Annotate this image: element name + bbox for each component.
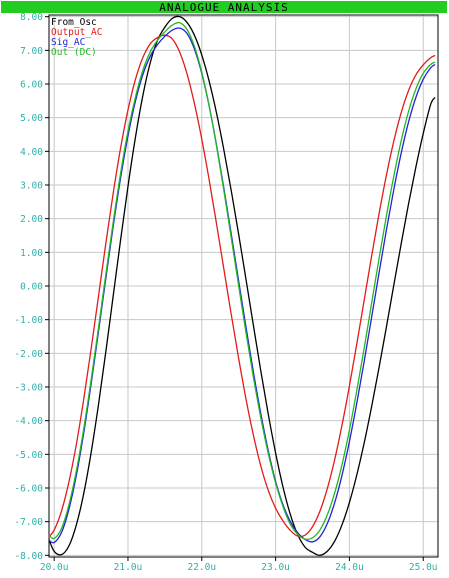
x-tick-label: 21.0u <box>114 562 143 573</box>
series-line-from-osc <box>48 15 436 556</box>
title-bar <box>1 1 447 13</box>
series-line-output-ac <box>48 34 436 538</box>
y-axis-ticks: 8.00 7.00 6.00 5.00 4.00 3.00 2.00 1.00 0.00 -1.0… <box>14 12 49 562</box>
x-tick-label: 24.0u <box>335 562 364 573</box>
y-tick-label: 5.00 <box>20 113 43 124</box>
y-tick-label: -6.00 <box>14 483 43 494</box>
grid <box>49 15 438 557</box>
y-tick-label: 0.00 <box>20 282 43 293</box>
chart-title: ANALOGUE ANALYSIS <box>159 1 289 14</box>
y-tick-label: 4.00 <box>20 147 43 158</box>
legend-entry-out-dc: Out (DC) <box>51 47 97 58</box>
x-axis-ticks: 20.0u 21.0u 22.0u 23.0u 24.0u 25.0u <box>40 557 438 573</box>
y-tick-label: 2.00 <box>20 214 43 225</box>
y-tick-label: -3.00 <box>14 382 43 393</box>
series-lines <box>48 15 436 556</box>
y-tick-label: 6.00 <box>20 80 43 91</box>
x-tick-label: 20.0u <box>40 562 69 573</box>
y-tick-label: -5.00 <box>14 450 43 461</box>
x-tick-label: 25.0u <box>409 562 438 573</box>
y-tick-label: -1.00 <box>14 315 43 326</box>
y-tick-label: -2.00 <box>14 349 43 360</box>
series-line-out-dc <box>48 21 436 541</box>
y-tick-label: -7.00 <box>14 517 43 528</box>
legend-entry-from-osc: From_Osc <box>51 17 97 28</box>
y-tick-label: -4.00 <box>14 416 43 427</box>
y-tick-label: 3.00 <box>20 181 43 192</box>
y-tick-label: 8.00 <box>20 12 43 23</box>
y-tick-label: -8.00 <box>14 551 43 562</box>
y-tick-label: 7.00 <box>20 46 43 57</box>
x-tick-label: 23.0u <box>261 562 290 573</box>
legend-entry-sig-ac: Sig_AC <box>51 37 85 48</box>
x-tick-label: 22.0u <box>187 562 216 573</box>
legend-entry-output-ac: Output_AC <box>51 27 102 38</box>
y-tick-label: 1.00 <box>20 248 43 259</box>
